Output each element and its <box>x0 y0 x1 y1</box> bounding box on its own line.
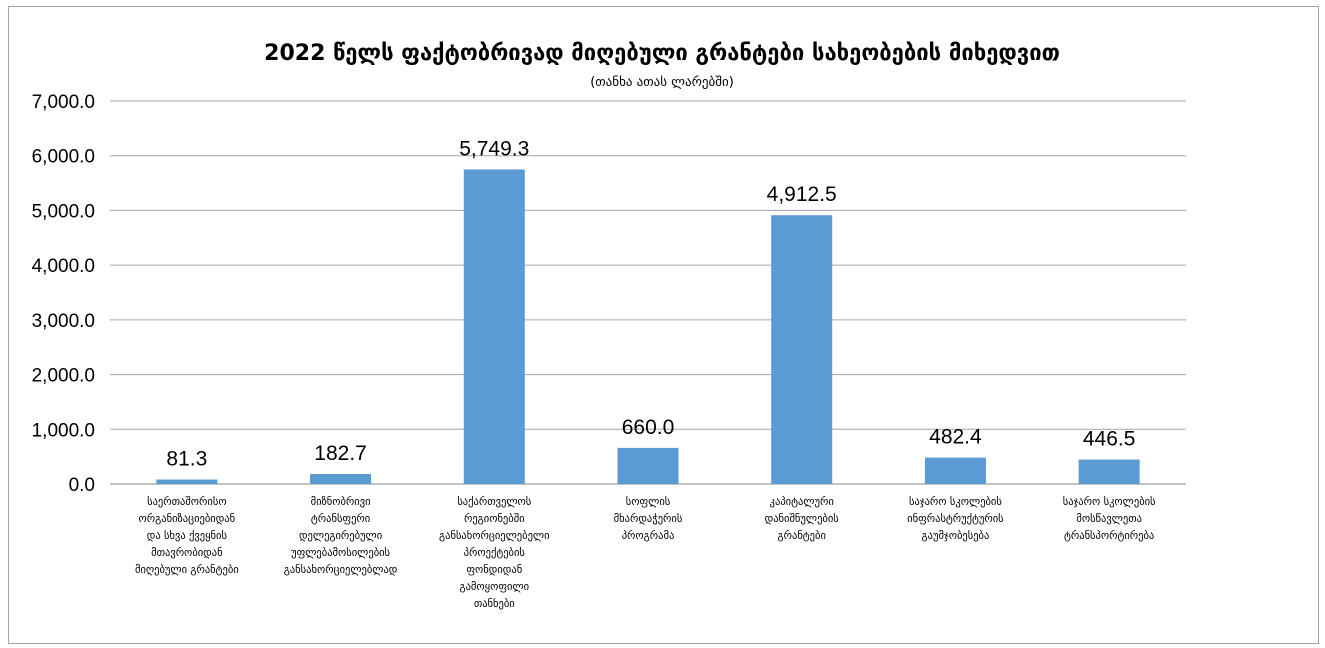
bar <box>1078 459 1140 484</box>
y-tick-label: 2,000.0 <box>32 366 95 387</box>
x-category-label-line: ორგანიზაციებიდან <box>139 513 236 525</box>
x-category-label: კაპიტალური დანიშნულების გრანტები <box>765 496 839 542</box>
y-axis-tick-labels: 0.0 1,000.0 2,000.0 3,000.0 4,000.0 5,000.0 6,… <box>32 92 95 496</box>
chart-subtitle: (თანხა ათას ლარებში) <box>590 75 734 90</box>
x-category-label: საქართველოს რეგიონებში განსახორციელებელი პრ… <box>439 496 550 610</box>
x-category-label-line: მოსწავლეთა <box>1076 513 1142 525</box>
x-axis-category-labels: საერთაშორისო ორგანიზაციებიდან და სხვა ქვეყ… <box>135 496 1156 610</box>
chart-frame <box>8 6 1319 644</box>
data-label: 182.7 <box>314 442 367 465</box>
x-category-label-line: განსახორციელებელი <box>439 530 550 542</box>
x-category-label-line: გამოყოფილი <box>459 581 529 593</box>
y-tick-label: 7,000.0 <box>32 92 95 113</box>
x-category-label: საერთაშორისო ორგანიზაციებიდან და სხვა ქვეყ… <box>135 496 239 576</box>
x-category-label-line: დანიშნულების <box>765 513 839 525</box>
x-category-label-line: საჯარო სკოლების <box>909 496 1002 508</box>
x-category-label: საჯარო სკოლების მოსწავლეთა ტრანსპორტირება <box>1063 496 1156 542</box>
x-category-label-line: კაპიტალური <box>770 496 834 508</box>
bar <box>156 479 218 484</box>
data-label: 446.5 <box>1083 428 1136 451</box>
data-label: 5,749.3 <box>459 137 529 160</box>
y-tick-label: 4,000.0 <box>32 256 95 277</box>
y-tick-label: 6,000.0 <box>32 147 95 168</box>
x-category-label: სოფლის მხარდაჭერის პროგრამა <box>614 496 683 542</box>
y-tick-label: 3,000.0 <box>32 311 95 332</box>
x-category-label-line: გრანტები <box>778 530 826 542</box>
x-category-label-line: საქართველოს <box>457 496 531 508</box>
x-category-label-line: რეგიონებში <box>464 513 525 525</box>
x-category-label-line: საჯარო სკოლების <box>1063 496 1156 508</box>
x-category-label-line: გაუმჯობესება <box>922 530 990 542</box>
gridlines <box>110 100 1186 485</box>
x-category-label-line: თანხები <box>474 598 515 610</box>
bar <box>463 169 525 484</box>
x-category-label-line: პროექტების <box>464 547 525 559</box>
x-category-label-line: ტრანსფერი <box>311 513 370 525</box>
x-category-label-line: მიღებული გრანტები <box>135 564 239 576</box>
x-category-label-line: მხარდაჭერის <box>614 513 683 525</box>
x-category-label-line: საერთაშორისო <box>147 496 226 508</box>
data-label: 482.4 <box>929 426 982 449</box>
y-tick-label: 0.0 <box>69 475 95 496</box>
x-category-label-line: მთავრობიდან <box>151 547 223 559</box>
bar <box>771 215 833 484</box>
x-category-label: მიზნობრივი ტრანსფერი დელეგირებული უფლებამოს… <box>284 496 398 576</box>
bars <box>156 169 1140 484</box>
y-tick-label: 5,000.0 <box>32 201 95 222</box>
x-category-label-line: მიზნობრივი <box>311 496 371 508</box>
x-category-label-line: ინფრასტრუქტურის <box>907 513 1004 525</box>
bar <box>310 474 372 484</box>
data-label: 81.3 <box>166 448 207 471</box>
bar <box>924 457 986 484</box>
x-category-label-line: უფლებამოსილების <box>291 547 390 559</box>
x-category-label: საჯარო სკოლების ინფრასტრუქტურის გაუმჯობესე… <box>907 496 1004 542</box>
x-category-label-line: ფონდიდან <box>466 564 522 576</box>
data-label: 660.0 <box>622 416 675 439</box>
x-category-label-line: სოფლის <box>626 496 671 508</box>
y-tick-label: 1,000.0 <box>32 420 95 441</box>
bar <box>617 447 679 484</box>
x-category-label-line: და სხვა ქვეყნის <box>147 530 227 542</box>
x-category-label-line: ტრანსპორტირება <box>1064 530 1154 542</box>
x-category-label-line: განსახორციელებლად <box>284 564 398 576</box>
chart-title: 2022 წელს ფაქტობრივად მიღებული გრანტები … <box>264 41 1060 66</box>
x-category-label-line: დელეგირებული <box>299 530 382 542</box>
x-category-label-line: პროგრამა <box>622 530 675 542</box>
data-labels: 81.3 182.7 5,749.3 660.0 4,912.5 482.4 446.5 <box>166 137 1135 470</box>
data-label: 4,912.5 <box>767 183 837 206</box>
